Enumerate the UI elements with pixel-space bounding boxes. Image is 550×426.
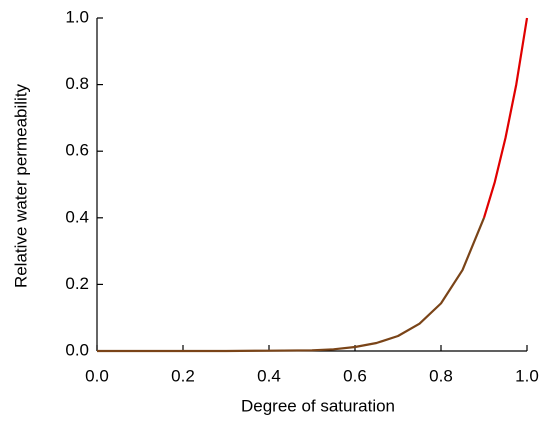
y-tick-label: 0.2	[65, 274, 89, 293]
y-tick-label: 0.0	[65, 340, 89, 359]
x-tick-label: 0.8	[429, 366, 453, 385]
x-tick-label: 0.0	[85, 366, 109, 385]
data-line	[482, 17, 529, 219]
y-axis-label: Relative water permeability	[11, 83, 30, 288]
x-tick-label: 0.6	[343, 366, 367, 385]
x-tick-label: 0.4	[257, 366, 281, 385]
y-tick-label: 0.8	[65, 74, 89, 93]
x-axis-label: Degree of saturation	[241, 396, 395, 415]
y-tick-label: 0.6	[65, 141, 89, 160]
y-tick-label: 0.4	[65, 207, 89, 226]
x-tick-label: 0.2	[171, 366, 195, 385]
data-line	[97, 217, 486, 353]
y-tick-label: 1.0	[65, 7, 89, 26]
x-tick-label: 1.0	[515, 366, 539, 385]
